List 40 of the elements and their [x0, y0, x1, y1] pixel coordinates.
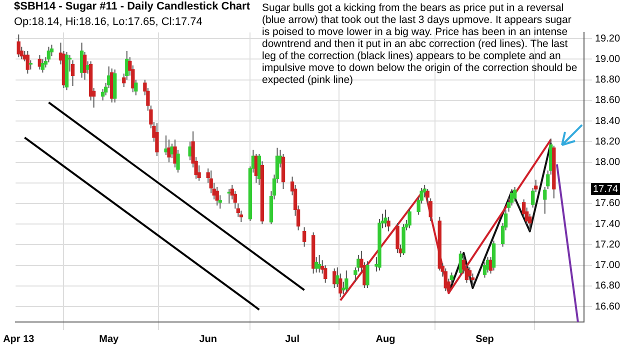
- candlestick: [40, 58, 45, 74]
- y-tick-label: 19.20: [594, 33, 620, 44]
- x-tick-label: Jun: [199, 334, 217, 345]
- y-tick-label: 18.20: [594, 136, 620, 148]
- chart-subtitle: Op:18.14, Hi:18.16, Lo:17.65, Cl:17.74: [14, 16, 202, 28]
- x-tick-label: Sep: [476, 334, 494, 345]
- y-tick-label: 16.60: [594, 301, 620, 312]
- x-tick-label: May: [99, 334, 120, 345]
- y-tick-label: 16.80: [594, 280, 620, 292]
- candlestick: [82, 51, 87, 80]
- candlestick: [344, 270, 348, 293]
- candlestick: [16, 34, 20, 58]
- candlestick: [458, 250, 463, 276]
- y-tick-label: 17.20: [594, 239, 620, 250]
- candlestick: [366, 260, 370, 288]
- x-tick-label: Aug: [376, 334, 396, 345]
- y-tick-label: 17.40: [594, 218, 620, 230]
- y-tick-label: 17.00: [594, 260, 620, 272]
- y-tick-label: 18.60: [594, 95, 620, 106]
- y-tick-label: 18.40: [594, 116, 620, 127]
- candlestick: [215, 186, 219, 206]
- candlestick: [444, 268, 448, 292]
- chart-title: $SBH14 - Sugar #11 - Daily Candlestick Chart: [14, 0, 250, 13]
- y-tick-label: 18.80: [594, 74, 620, 86]
- annotation: Sugar bulls got a kicking from the bears as price put in a reversal (blue arrow) that took out the last 3 days upmove. It appears sugar is poised to move lower in a big way. Price has been in an intense downtrend and then it put in an abc correction (red lines). The last leg of the correction (black lines) appears to be complete and an impulsive move to down below the origin of the correction should be expected (pink line): [262, 2, 578, 86]
- x-tick-label: Apr 13: [3, 334, 35, 345]
- candlestick: [408, 208, 412, 229]
- text: 17.74: [592, 184, 618, 195]
- candlestick: [167, 139, 171, 163]
- candlestick: [384, 209, 388, 228]
- candlestick: [26, 50, 30, 74]
- y-tick-label: 17.60: [594, 198, 620, 210]
- y-tick-label: 19.00: [594, 54, 620, 65]
- candlestick: [155, 122, 159, 157]
- candlestick: [512, 186, 517, 202]
- candlestick: [396, 222, 400, 254]
- y-tick-label: 18.00: [594, 157, 620, 168]
- candlestick: [543, 186, 547, 214]
- candlestick: [302, 226, 306, 248]
- x-tick-label: Jul: [285, 334, 300, 345]
